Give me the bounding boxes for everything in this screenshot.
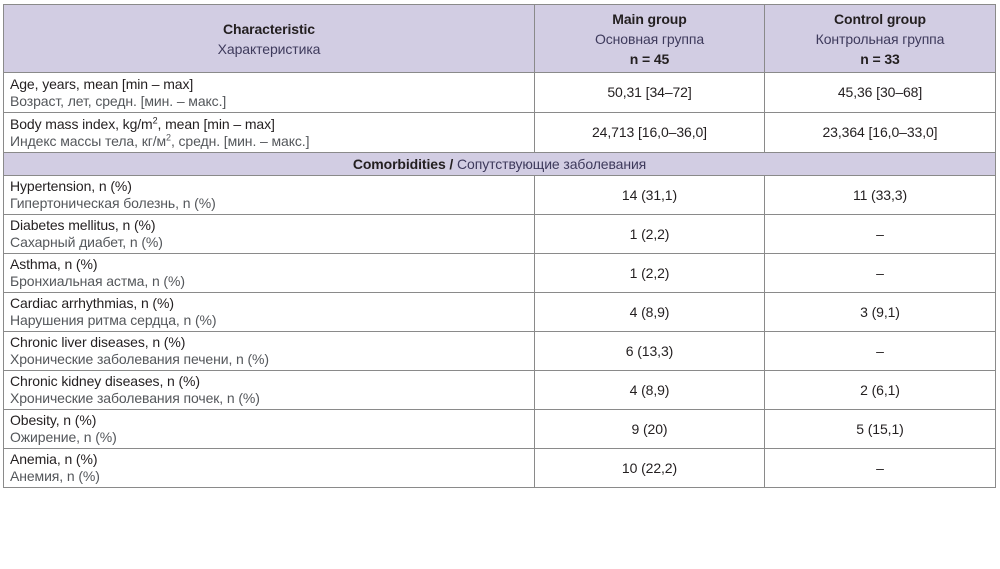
table-row-age: Age, years, mean [min – max] Возраст, ле… xyxy=(3,72,996,113)
header-control-group: Control group Контрольная группа n = 33 xyxy=(764,4,996,73)
row-label: Chronic liver diseases, n (%) Хронически… xyxy=(3,331,535,371)
bmi-ru-post: , средн. [мин. – макс.] xyxy=(170,132,310,149)
row-label-en: Asthma, n (%) xyxy=(10,256,98,272)
table-row-bmi: Body mass index, kg/m2, mean [min – max]… xyxy=(3,112,996,153)
cell-control-group: 2 (6,1) xyxy=(764,370,996,410)
cell-main-group: 1 (2,2) xyxy=(534,253,765,293)
cell-control-group: 5 (15,1) xyxy=(764,409,996,449)
row-label: Diabetes mellitus, n (%) Сахарный диабет… xyxy=(3,214,535,254)
cell-control-group: 11 (33,3) xyxy=(764,175,996,215)
header-control-group-n: n = 33 xyxy=(860,50,900,67)
header-control-group-en: Control group xyxy=(833,10,926,27)
cell-main-group: 14 (31,1) xyxy=(534,175,765,215)
cell-control-group: 45,36 [30–68] xyxy=(764,72,996,113)
cell-main-group: 9 (20) xyxy=(534,409,765,449)
cell-control-group: – xyxy=(764,331,996,371)
bmi-ru-pre: Индекс массы тела, кг/м xyxy=(10,132,167,149)
cell-main-group: 4 (8,9) xyxy=(534,292,765,332)
row-label-ru: Бронхиальная астма, n (%) xyxy=(10,273,185,289)
bmi-en-post: , mean [min – max] xyxy=(157,115,275,132)
cell-control-group: 3 (9,1) xyxy=(764,292,996,332)
table-row: Obesity, n (%) Ожирение, n (%) 9 (20) 5 … xyxy=(3,409,996,449)
row-label-ru: Гипертоническая болезнь, n (%) xyxy=(10,195,216,211)
row-label: Age, years, mean [min – max] Возраст, ле… xyxy=(3,72,535,113)
cell-main-group: 4 (8,9) xyxy=(534,370,765,410)
header-main-group-en: Main group xyxy=(612,10,687,27)
row-label-ru: Сахарный диабет, n (%) xyxy=(10,234,163,250)
row-label-en: Hypertension, n (%) xyxy=(10,178,132,194)
cell-main-group: 24,713 [16,0–36,0] xyxy=(534,112,765,153)
cell-control-group: – xyxy=(764,214,996,254)
row-label-en: Chronic liver diseases, n (%) xyxy=(10,334,186,350)
header-main-group-ru: Основная группа xyxy=(594,30,705,47)
row-label: Cardiac arrhythmias, n (%) Нарушения рит… xyxy=(3,292,535,332)
header-characteristic: Characteristic Характеристика xyxy=(3,4,535,73)
table-row: Chronic kidney diseases, n (%) Хроническ… xyxy=(3,370,996,410)
row-label-en: Body mass index, kg/m2, mean [min – max] xyxy=(10,114,528,133)
bmi-en-sup: 2 xyxy=(152,114,158,125)
cell-main-group: 50,31 [34–72] xyxy=(534,72,765,113)
cell-control-group: – xyxy=(764,253,996,293)
row-label-ru: Хронические заболевания печени, n (%) xyxy=(10,351,269,367)
row-label: Hypertension, n (%) Гипертоническая боле… xyxy=(3,175,535,215)
bmi-en-pre: Body mass index, kg/m xyxy=(10,115,153,132)
section-heading: Comorbidities / Сопутствующие заболевани… xyxy=(3,152,996,176)
header-control-group-ru: Контрольная группа xyxy=(815,30,945,47)
row-label-en: Anemia, n (%) xyxy=(10,451,98,467)
bmi-ru-sup: 2 xyxy=(166,131,171,142)
header-main-group-n: n = 45 xyxy=(629,50,670,67)
row-label-en: Diabetes mellitus, n (%) xyxy=(10,217,156,233)
row-label-ru: Нарушения ритма сердца, n (%) xyxy=(10,312,217,328)
characteristics-table: Characteristic Характеристика Main group… xyxy=(3,4,996,488)
row-label: Asthma, n (%) Бронхиальная астма, n (%) xyxy=(3,253,535,293)
table-row: Asthma, n (%) Бронхиальная астма, n (%) … xyxy=(3,253,996,293)
row-label-ru: Ожирение, n (%) xyxy=(10,429,117,445)
table-row: Diabetes mellitus, n (%) Сахарный диабет… xyxy=(3,214,996,254)
row-label-ru: Возраст, лет, средн. [мин. – макс.] xyxy=(10,92,227,109)
row-label-en: Cardiac arrhythmias, n (%) xyxy=(10,295,174,311)
header-characteristic-ru: Характеристика xyxy=(217,40,321,57)
section-heading-ru: Сопутствующие заболевания xyxy=(457,156,647,172)
table-header-row: Characteristic Характеристика Main group… xyxy=(3,4,996,73)
section-heading-en: Comorbidities xyxy=(352,156,446,172)
table-row: Chronic liver diseases, n (%) Хронически… xyxy=(3,331,996,371)
cell-main-group: 1 (2,2) xyxy=(534,214,765,254)
top-strip xyxy=(0,0,1000,4)
row-label: Body mass index, kg/m2, mean [min – max]… xyxy=(3,112,535,153)
section-row-comorbidities: Comorbidities / Сопутствующие заболевани… xyxy=(3,152,996,176)
row-label: Obesity, n (%) Ожирение, n (%) xyxy=(3,409,535,449)
row-label: Anemia, n (%) Анемия, n (%) xyxy=(3,448,535,488)
cell-main-group: 6 (13,3) xyxy=(534,331,765,371)
table-row: Hypertension, n (%) Гипертоническая боле… xyxy=(3,175,996,215)
cell-main-group: 10 (22,2) xyxy=(534,448,765,488)
table-row: Anemia, n (%) Анемия, n (%) 10 (22,2) – xyxy=(3,448,996,488)
row-label-ru: Хронические заболевания почек, n (%) xyxy=(10,390,260,406)
row-label-ru: Индекс массы тела, кг/м2, средн. [мин. –… xyxy=(10,131,528,150)
header-characteristic-en: Characteristic xyxy=(223,20,315,37)
row-label-en: Obesity, n (%) xyxy=(10,412,97,428)
cell-control-group: – xyxy=(764,448,996,488)
row-label-en: Chronic kidney diseases, n (%) xyxy=(10,373,200,389)
row-label-en: Age, years, mean [min – max] xyxy=(10,75,194,92)
header-main-group: Main group Основная группа n = 45 xyxy=(534,4,765,73)
row-label: Chronic kidney diseases, n (%) Хроническ… xyxy=(3,370,535,410)
row-label-ru: Анемия, n (%) xyxy=(10,468,100,484)
section-heading-separator: / xyxy=(445,156,458,172)
table-row: Cardiac arrhythmias, n (%) Нарушения рит… xyxy=(3,292,996,332)
cell-control-group: 23,364 [16,0–33,0] xyxy=(764,112,996,153)
